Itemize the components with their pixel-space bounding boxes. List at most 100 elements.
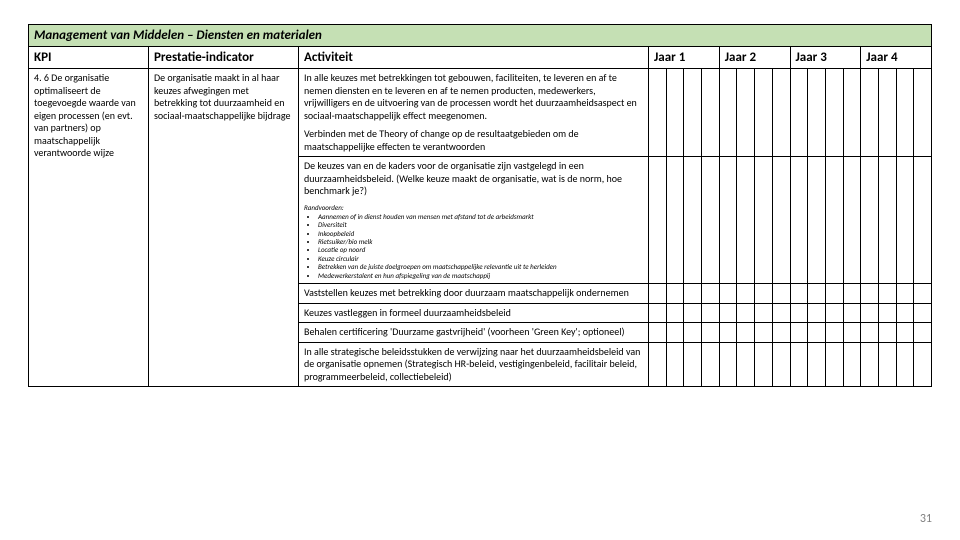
header-year-3: Jaar 3: [790, 47, 861, 69]
quarter-cell: [772, 284, 790, 304]
quarter-cell: [861, 157, 879, 284]
activity-text: Keuzes vastleggen in formeel duurzaamhei…: [304, 307, 643, 320]
activity-cell: De keuzes van en de kaders voor de organ…: [299, 157, 649, 284]
quarter-cell: [861, 69, 879, 157]
quarter-cell: [790, 323, 808, 343]
quarter-cell: [666, 303, 684, 323]
quarter-cell: [755, 284, 773, 304]
quarter-cell: [702, 157, 720, 284]
quarter-cell: [755, 69, 773, 157]
quarter-cell: [914, 157, 932, 284]
kpi-table: Management van Middelen – Diensten en ma…: [28, 24, 932, 387]
quarter-cell: [790, 342, 808, 387]
activity-cell: Behalen certificering 'Duurzame gastvrij…: [299, 323, 649, 343]
small-list: Aannemen of in dienst houden van mensen …: [304, 213, 643, 280]
activity-cell: In alle keuzes met betrekkingen tot gebo…: [299, 69, 649, 157]
quarter-cell: [825, 69, 843, 157]
activity-text: Behalen certificering 'Duurzame gastvrij…: [304, 326, 643, 339]
quarter-cell: [737, 69, 755, 157]
quarter-cell: [702, 284, 720, 304]
quarter-cell: [719, 303, 737, 323]
small-label: Randvoorden:: [304, 203, 344, 212]
quarter-cell: [843, 303, 861, 323]
quarter-cell: [719, 157, 737, 284]
quarter-cell: [719, 342, 737, 387]
quarter-cell: [649, 284, 667, 304]
quarter-cell: [666, 323, 684, 343]
quarter-cell: [808, 157, 826, 284]
header-activity: Activiteit: [299, 47, 649, 69]
header-indicator: Prestatie-indicator: [149, 47, 299, 69]
quarter-cell: [843, 157, 861, 284]
activity-text: In alle keuzes met betrekkingen tot gebo…: [304, 72, 643, 122]
quarter-cell: [772, 69, 790, 157]
quarter-cell: [737, 323, 755, 343]
quarter-cell: [914, 323, 932, 343]
quarter-cell: [684, 69, 702, 157]
quarter-cell: [649, 323, 667, 343]
quarter-cell: [737, 303, 755, 323]
quarter-cell: [649, 157, 667, 284]
list-item: Aannemen of in dienst houden van mensen …: [318, 213, 643, 221]
list-item: Diversiteit: [318, 221, 643, 229]
quarter-cell: [808, 284, 826, 304]
quarter-cell: [702, 69, 720, 157]
quarter-cell: [684, 157, 702, 284]
quarter-cell: [790, 284, 808, 304]
quarter-cell: [878, 284, 896, 304]
quarter-cell: [914, 69, 932, 157]
list-item: Rietsuiker/bio melk: [318, 238, 643, 246]
quarter-cell: [825, 303, 843, 323]
quarter-cell: [843, 342, 861, 387]
quarter-cell: [878, 342, 896, 387]
quarter-cell: [702, 303, 720, 323]
quarter-cell: [684, 342, 702, 387]
quarter-cell: [719, 323, 737, 343]
quarter-cell: [666, 342, 684, 387]
quarter-cell: [825, 284, 843, 304]
quarter-cell: [737, 157, 755, 284]
quarter-cell: [878, 157, 896, 284]
quarter-cell: [666, 157, 684, 284]
list-item: Locatie op noord: [318, 246, 643, 254]
quarter-cell: [684, 284, 702, 304]
quarter-cell: [772, 303, 790, 323]
quarter-cell: [772, 157, 790, 284]
quarter-cell: [755, 157, 773, 284]
quarter-cell: [719, 69, 737, 157]
activity-text: De keuzes van en de kaders voor de organ…: [304, 160, 643, 198]
quarter-cell: [896, 303, 914, 323]
quarter-cell: [649, 303, 667, 323]
quarter-cell: [861, 342, 879, 387]
quarter-cell: [861, 284, 879, 304]
quarter-cell: [808, 303, 826, 323]
activity-cell: Keuzes vastleggen in formeel duurzaamhei…: [299, 303, 649, 323]
quarter-cell: [914, 303, 932, 323]
quarter-cell: [684, 303, 702, 323]
section-row: Management van Middelen – Diensten en ma…: [29, 25, 932, 47]
quarter-cell: [861, 303, 879, 323]
quarter-cell: [737, 342, 755, 387]
quarter-cell: [666, 284, 684, 304]
quarter-cell: [808, 323, 826, 343]
quarter-cell: [737, 284, 755, 304]
quarter-cell: [649, 69, 667, 157]
quarter-cell: [790, 69, 808, 157]
quarter-cell: [790, 157, 808, 284]
quarter-cell: [719, 284, 737, 304]
quarter-cell: [772, 323, 790, 343]
quarter-cell: [755, 342, 773, 387]
quarter-cell: [896, 342, 914, 387]
quarter-cell: [649, 342, 667, 387]
quarter-cell: [843, 69, 861, 157]
quarter-cell: [772, 342, 790, 387]
quarter-cell: [825, 342, 843, 387]
table-row: 4. 6 De organisatie optimaliseert de toe…: [29, 69, 932, 157]
quarter-cell: [825, 157, 843, 284]
quarter-cell: [825, 323, 843, 343]
page-number: 31: [920, 512, 932, 526]
header-kpi: KPI: [29, 47, 149, 69]
activity-cell: Vaststellen keuzes met betrekking door d…: [299, 284, 649, 304]
quarter-cell: [684, 323, 702, 343]
quarter-cell: [843, 284, 861, 304]
